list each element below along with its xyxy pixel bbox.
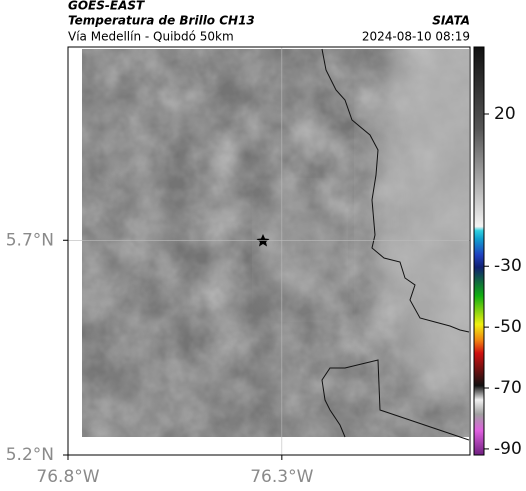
colorbar-tick-label: -30 [494, 256, 522, 276]
satellite-image [82, 49, 469, 437]
colorbar-tick-label: 20 [494, 104, 516, 124]
region: Vía Medellín - Quibdó 50km [68, 30, 234, 44]
colorbar-tick-label: -90 [494, 439, 522, 459]
source: SIATA [432, 14, 470, 28]
colorbar-tick-label: -70 [494, 378, 522, 398]
x-tick-label: 76.8°W [36, 467, 99, 487]
map-frame [67, 46, 471, 456]
colorbar-tick-label: -50 [494, 317, 522, 337]
x-tick-label: 76.3°W [250, 467, 313, 487]
colorbar [473, 46, 485, 456]
subtitle: Temperatura de Brillo CH13 [68, 14, 255, 28]
title: GOES-EAST [68, 0, 145, 13]
y-tick-label: 5.7°N [6, 230, 54, 250]
boundary [321, 48, 470, 441]
timestamp: 2024-08-10 08:19 [362, 30, 470, 44]
y-tick-label: 5.2°N [6, 445, 54, 465]
